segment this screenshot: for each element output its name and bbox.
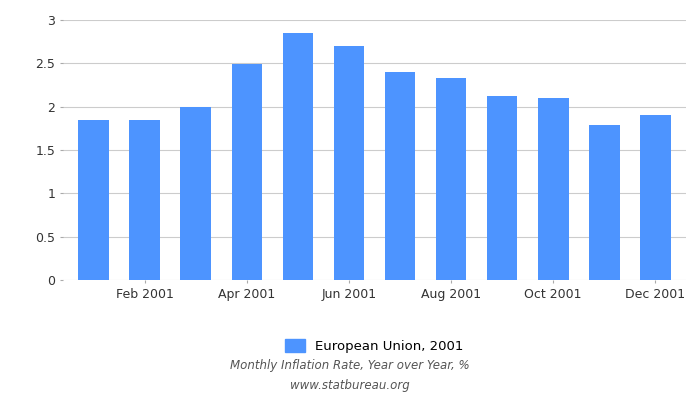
Bar xyxy=(130,120,160,280)
Bar xyxy=(538,98,568,280)
Bar xyxy=(283,33,313,280)
Bar xyxy=(181,107,211,280)
Legend: European Union, 2001: European Union, 2001 xyxy=(285,338,464,353)
Bar xyxy=(232,64,262,280)
Bar xyxy=(78,120,109,280)
Text: www.statbureau.org: www.statbureau.org xyxy=(290,380,410,392)
Bar xyxy=(385,72,415,280)
Bar xyxy=(589,125,620,280)
Bar xyxy=(640,115,671,280)
Bar xyxy=(436,78,466,280)
Bar xyxy=(334,46,364,280)
Bar xyxy=(486,96,517,280)
Text: Monthly Inflation Rate, Year over Year, %: Monthly Inflation Rate, Year over Year, … xyxy=(230,360,470,372)
